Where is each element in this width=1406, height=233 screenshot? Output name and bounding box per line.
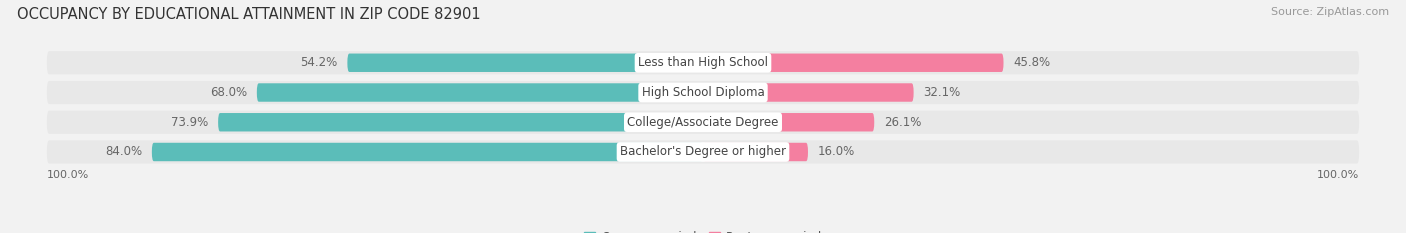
Text: 68.0%: 68.0% bbox=[209, 86, 247, 99]
FancyBboxPatch shape bbox=[703, 143, 808, 161]
FancyBboxPatch shape bbox=[703, 83, 914, 102]
FancyBboxPatch shape bbox=[46, 81, 1360, 104]
FancyBboxPatch shape bbox=[257, 83, 703, 102]
FancyBboxPatch shape bbox=[46, 51, 1360, 74]
FancyBboxPatch shape bbox=[703, 54, 1004, 72]
Text: 54.2%: 54.2% bbox=[301, 56, 337, 69]
Text: 16.0%: 16.0% bbox=[818, 145, 855, 158]
Text: Bachelor's Degree or higher: Bachelor's Degree or higher bbox=[620, 145, 786, 158]
FancyBboxPatch shape bbox=[46, 140, 1360, 164]
FancyBboxPatch shape bbox=[152, 143, 703, 161]
Text: 45.8%: 45.8% bbox=[1014, 56, 1050, 69]
FancyBboxPatch shape bbox=[218, 113, 703, 131]
Text: College/Associate Degree: College/Associate Degree bbox=[627, 116, 779, 129]
Text: 84.0%: 84.0% bbox=[105, 145, 142, 158]
Legend: Owner-occupied, Renter-occupied: Owner-occupied, Renter-occupied bbox=[579, 226, 827, 233]
FancyBboxPatch shape bbox=[46, 111, 1360, 134]
Text: 26.1%: 26.1% bbox=[884, 116, 921, 129]
Text: Source: ZipAtlas.com: Source: ZipAtlas.com bbox=[1271, 7, 1389, 17]
Text: High School Diploma: High School Diploma bbox=[641, 86, 765, 99]
Text: 100.0%: 100.0% bbox=[1317, 170, 1360, 180]
FancyBboxPatch shape bbox=[703, 113, 875, 131]
Text: 73.9%: 73.9% bbox=[172, 116, 208, 129]
Text: 32.1%: 32.1% bbox=[924, 86, 960, 99]
Text: OCCUPANCY BY EDUCATIONAL ATTAINMENT IN ZIP CODE 82901: OCCUPANCY BY EDUCATIONAL ATTAINMENT IN Z… bbox=[17, 7, 481, 22]
FancyBboxPatch shape bbox=[347, 54, 703, 72]
Text: Less than High School: Less than High School bbox=[638, 56, 768, 69]
Text: 100.0%: 100.0% bbox=[46, 170, 89, 180]
